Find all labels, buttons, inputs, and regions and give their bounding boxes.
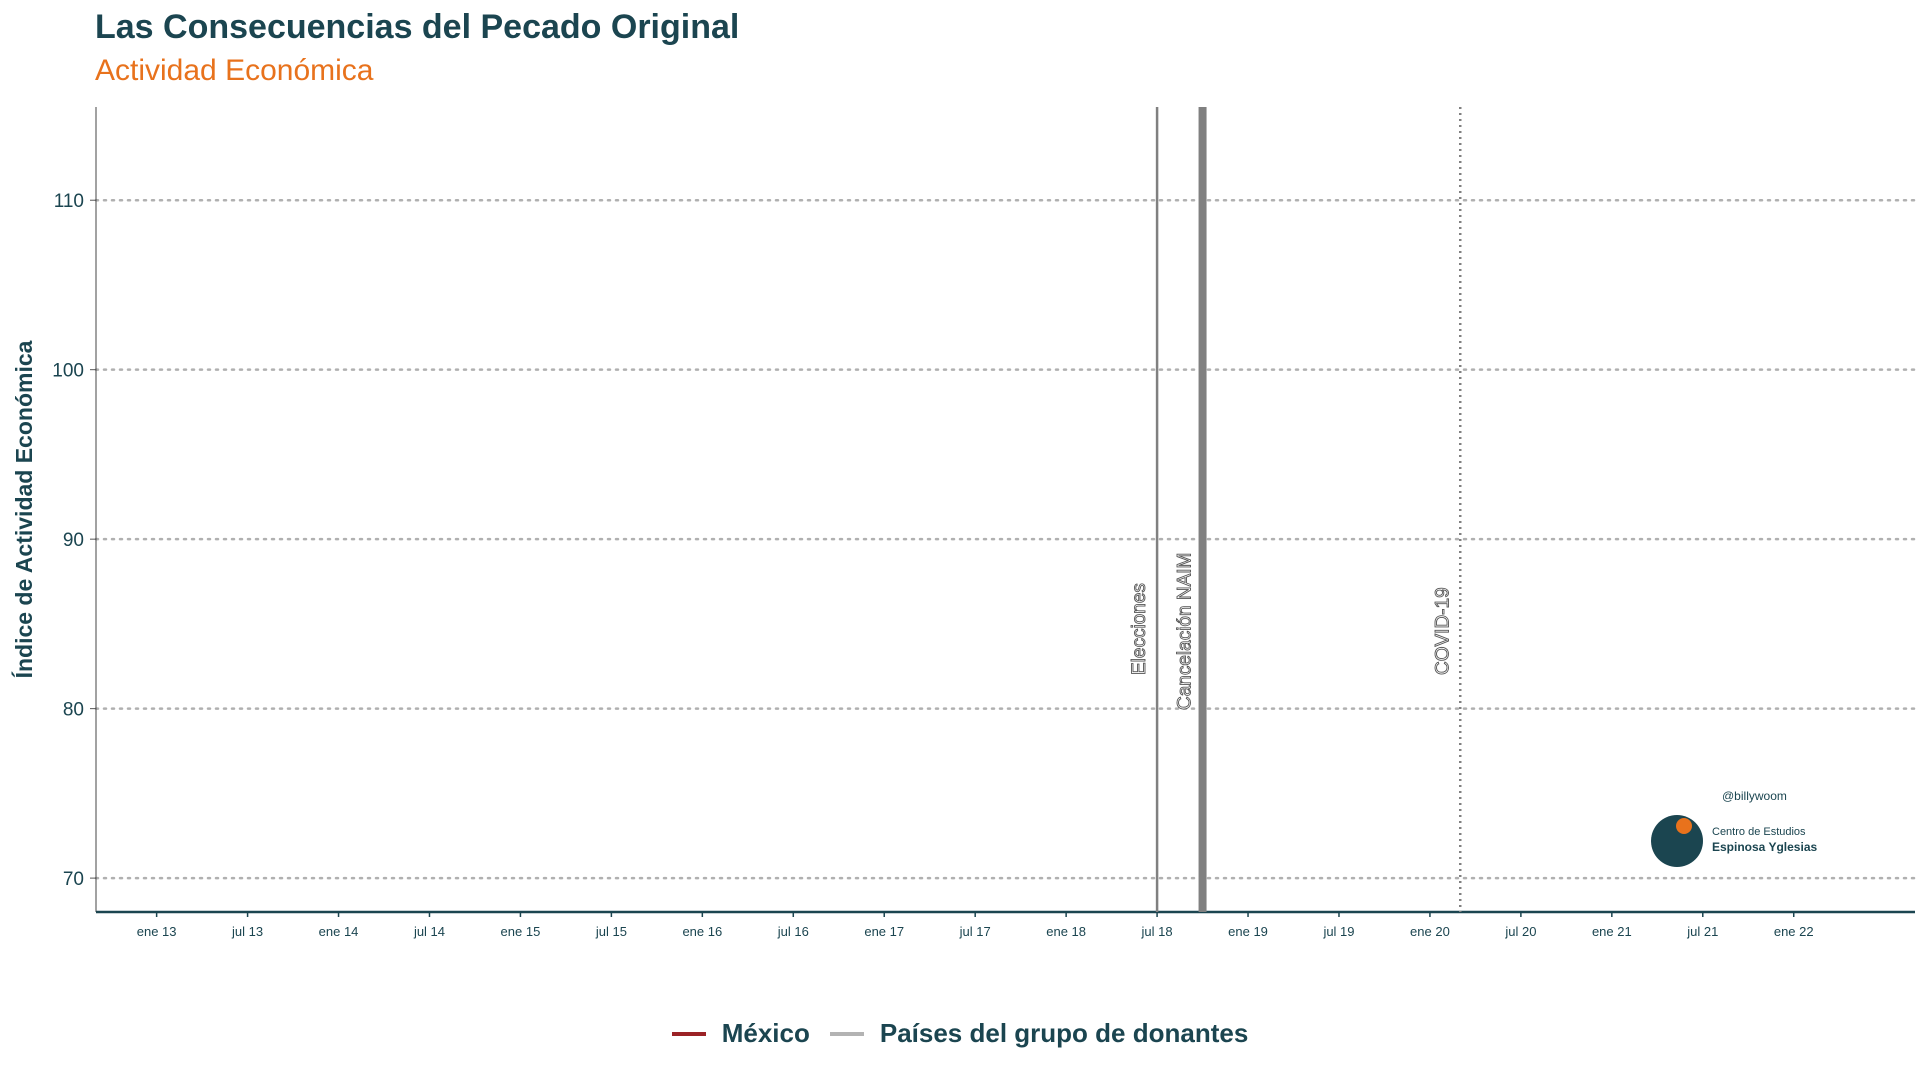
legend: México Países del grupo de donantes <box>0 1018 1920 1049</box>
x-tick-label: jul 20 <box>1504 924 1536 939</box>
x-tick-label: ene 15 <box>501 924 541 939</box>
legend-swatch-donantes <box>829 1031 864 1036</box>
y-tick-label: 80 <box>63 700 84 721</box>
x-tick-label: jul 13 <box>231 924 263 939</box>
logo-org-line1: Centro de Estudios <box>1712 826 1806 838</box>
line-chart: 70 80 90 100 110 ene 13 jul 13 ene 14 jul 14 ene … <box>10 107 1917 939</box>
x-tick-label: ene 16 <box>682 924 722 939</box>
y-tick-label: 110 <box>54 191 84 212</box>
event-label: Elecciones <box>1129 583 1150 675</box>
legend-label-mexico: México <box>721 1018 810 1048</box>
x-tick-label: ene 20 <box>1410 924 1450 939</box>
twitter-handle: @billywoom <box>1722 789 1787 803</box>
x-tick-label: ene 22 <box>1774 924 1814 939</box>
y-tick-label: 100 <box>52 361 84 382</box>
x-tick-label: ene 21 <box>1592 924 1632 939</box>
x-tick-label: jul 15 <box>595 924 627 939</box>
x-tick-label: ene 17 <box>864 924 904 939</box>
legend-item-mexico: México <box>671 1018 810 1049</box>
logo-accent-dot <box>1676 818 1692 834</box>
y-axis-title: Índice de Actividad Económica <box>10 340 37 678</box>
y-tick-label: 90 <box>63 530 84 551</box>
x-tick-label: jul 19 <box>1322 924 1354 939</box>
legend-item-donantes: Países del grupo de donantes <box>829 1018 1249 1049</box>
x-tick-label: ene 14 <box>319 924 359 939</box>
x-tick-label: jul 21 <box>1686 924 1718 939</box>
chart-title: Las Consecuencias del Pecado Original <box>95 8 740 46</box>
event-label: Cancelación NAIM <box>1175 553 1196 710</box>
x-tick-label: jul 18 <box>1141 924 1173 939</box>
x-tick-label: ene 13 <box>137 924 177 939</box>
legend-label-donantes: Países del grupo de donantes <box>879 1018 1249 1048</box>
legend-swatch-mexico <box>671 1031 706 1036</box>
event-label: COVID-19 <box>1432 587 1453 675</box>
chart-subtitle: Actividad Económica <box>95 54 374 87</box>
x-tick-label: jul 17 <box>959 924 991 939</box>
y-tick-label: 70 <box>63 869 84 890</box>
x-tick-label: jul 16 <box>777 924 809 939</box>
x-tick-label: ene 18 <box>1046 924 1086 939</box>
x-tick-label: ene 19 <box>1228 924 1268 939</box>
x-tick-label: jul 14 <box>413 924 445 939</box>
logo-org-line2: Espinosa Yglesias <box>1712 840 1818 854</box>
